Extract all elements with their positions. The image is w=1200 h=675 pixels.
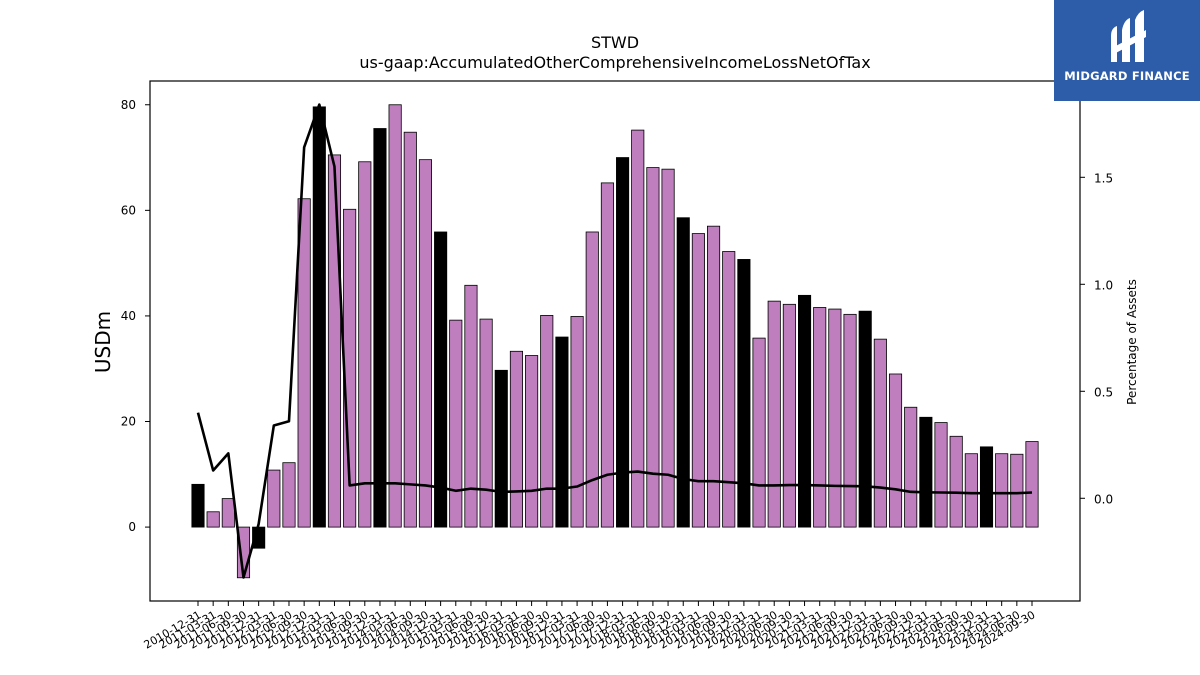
bar-2016-09-30 [540,314,554,528]
bar-2014-03-31 [388,104,402,528]
bar-2014-06-30 [403,131,417,528]
bar-2017-03-31 [570,316,584,528]
bar-2017-06-30 [585,231,599,528]
line-series [196,103,1033,579]
brand-logo: MIDGARD FINANCE [1054,0,1200,101]
y2-tick-label: 1.5 [1094,171,1113,185]
y2-tick-label: 0.5 [1094,385,1113,399]
bar-2023-06-30 [949,435,963,528]
bar-2022-03-31 [873,338,887,528]
bar-2022-12-31 [919,416,933,528]
y-axis: 0 20 40 60 80 [121,98,150,534]
line-percentage-of-assets [196,103,1033,579]
bar-2010-12-31 [191,483,205,528]
bar-2021-09-30 [843,313,857,528]
bar-2013-03-31 [327,154,342,528]
bar-2015-06-30 [464,284,478,528]
y2-axis-label: Percentage of Assets [1125,279,1139,405]
bar-2017-12-31 [616,157,630,528]
bar-2024-06-30 [1010,453,1024,528]
bar-2023-09-30 [964,453,978,528]
chart-subtitle: us-gaap:AccumulatedOtherComprehensiveInc… [359,53,870,72]
y2-axis: 0.0 0.5 1.0 1.5 [1080,171,1113,506]
bar-2021-06-30 [828,308,842,528]
bar-2016-03-31 [509,350,523,528]
bar-2016-06-30 [525,355,539,528]
bar-2024-03-31 [995,453,1009,528]
bar-2020-03-31 [752,337,766,528]
bar-2014-09-30 [418,159,432,528]
bar-2018-09-30 [661,168,675,528]
bar-2015-03-31 [449,319,463,528]
bar-2020-06-30 [767,300,781,528]
chart-title: STWD [591,33,639,52]
y-axis-label: USDm [91,311,115,373]
bar-2020-09-30 [782,303,796,528]
bar-series [191,104,1039,579]
bar-2018-06-30 [646,167,660,528]
bar-2011-06-30 [221,498,235,528]
bar-2013-12-31 [373,128,387,528]
y-tick-label: 0 [128,520,136,534]
midgard-logo-icon [1111,10,1146,62]
bar-2022-06-30 [888,373,903,528]
bar-2011-03-31 [206,511,220,528]
y-tick-label: 40 [121,309,136,323]
y2-tick-label: 0.0 [1094,492,1113,506]
bar-2019-12-31 [737,259,751,528]
bar-2012-06-30 [282,462,296,528]
bar-2024-09-30 [1025,441,1039,528]
plot-frame [149,80,1081,602]
bar-2018-03-31 [631,129,645,528]
bar-2019-09-30 [722,251,736,528]
bar-2019-06-30 [707,225,721,528]
y-tick-label: 80 [121,98,136,112]
bar-2023-03-31 [934,422,948,528]
y2-tick-label: 1.0 [1094,278,1113,292]
bar-2023-12-31 [979,446,994,528]
bar-2021-12-31 [858,310,872,528]
bar-2017-09-30 [600,182,614,528]
bar-2019-03-31 [691,233,705,528]
y-tick-label: 20 [121,415,136,429]
brand-name: MIDGARD FINANCE [1064,69,1190,83]
bar-2015-12-31 [494,369,508,528]
y-tick-label: 60 [121,203,136,217]
bar-2020-12-31 [798,294,812,528]
bar-2022-09-30 [904,406,918,528]
bar-2013-09-30 [358,161,372,528]
bar-2016-12-31 [555,336,569,528]
bar-2012-12-31 [312,106,326,528]
bar-2014-12-31 [434,231,448,528]
x-axis: 2010-12-312011-03-312011-06-302011-09-30… [142,601,1038,652]
bar-2018-12-31 [676,217,690,528]
bar-2012-09-30 [297,198,311,528]
bar-2015-09-30 [479,318,493,528]
bar-2021-03-31 [813,307,827,528]
bar-2012-03-31 [267,469,281,528]
